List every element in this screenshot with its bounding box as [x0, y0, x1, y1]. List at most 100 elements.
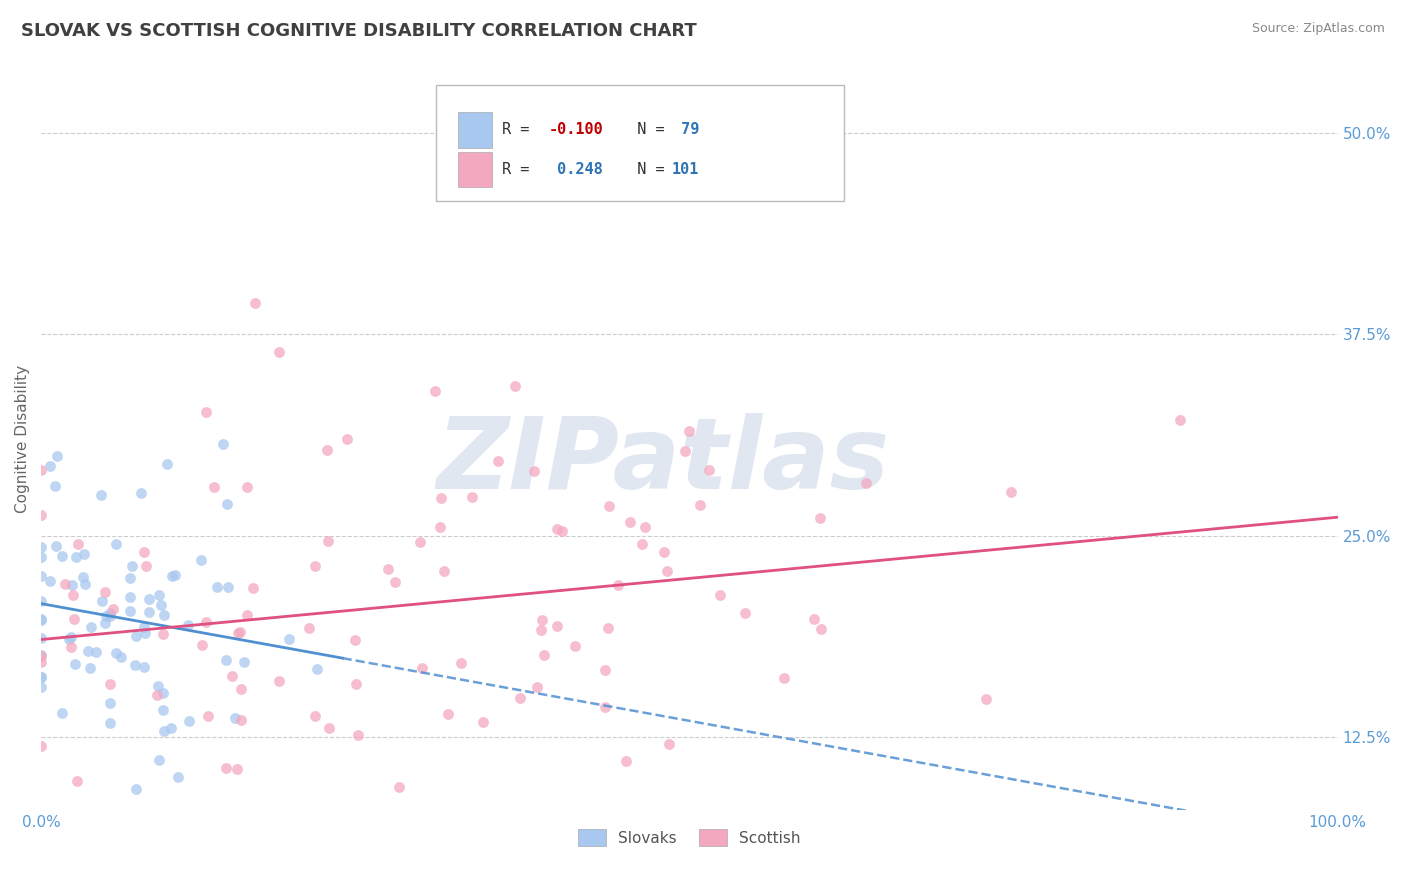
Point — [30, 612, 52, 626]
Point — [551, 524, 574, 538]
Point — [709, 588, 731, 602]
Text: -0.100: -0.100 — [548, 122, 603, 137]
Point — [808, 510, 831, 524]
Point — [598, 500, 620, 514]
Point — [30, 670, 52, 684]
Point — [30, 631, 52, 645]
Point — [152, 703, 174, 717]
Point — [226, 762, 249, 776]
Point — [30, 655, 52, 669]
Point — [176, 617, 198, 632]
Point — [138, 605, 160, 619]
Point — [120, 591, 142, 605]
Point — [215, 761, 238, 775]
Point — [596, 621, 619, 635]
Point — [657, 564, 679, 578]
Point — [231, 682, 253, 697]
Point — [60, 630, 83, 644]
Point — [533, 648, 555, 662]
Point — [166, 770, 188, 784]
Point — [855, 475, 877, 490]
Text: 79: 79 — [672, 122, 699, 137]
Point — [148, 588, 170, 602]
Point — [377, 562, 399, 576]
Point — [30, 540, 52, 554]
Point — [62, 588, 84, 602]
Text: 101: 101 — [672, 162, 699, 177]
Point — [267, 674, 290, 689]
Point — [564, 639, 586, 653]
Point — [217, 497, 239, 511]
Point — [30, 680, 52, 694]
Point — [429, 520, 451, 534]
Point — [486, 454, 509, 468]
Point — [98, 609, 121, 624]
Point — [202, 480, 225, 494]
Point — [160, 722, 183, 736]
Point — [232, 655, 254, 669]
Point — [165, 568, 187, 582]
Point — [546, 522, 568, 536]
Point — [148, 679, 170, 693]
Point — [152, 686, 174, 700]
Point — [516, 822, 538, 836]
Text: N =: N = — [619, 162, 673, 177]
Point — [149, 599, 172, 613]
Point — [231, 713, 253, 727]
Point — [39, 458, 62, 473]
Point — [614, 754, 637, 768]
Point — [30, 463, 52, 477]
Point — [30, 649, 52, 664]
Point — [134, 660, 156, 674]
Point — [436, 706, 458, 721]
Point — [207, 580, 229, 594]
Point — [346, 728, 368, 742]
Point — [236, 608, 259, 623]
Point — [30, 594, 52, 608]
Point — [229, 625, 252, 640]
Point — [734, 606, 756, 620]
Point — [221, 669, 243, 683]
Point — [59, 640, 82, 654]
Point — [51, 549, 73, 564]
Point — [523, 464, 546, 478]
Point — [318, 721, 340, 735]
Point — [105, 537, 128, 551]
Point — [30, 648, 52, 662]
Point — [235, 480, 257, 494]
Point — [129, 486, 152, 500]
Text: R =: R = — [502, 162, 538, 177]
Point — [243, 296, 266, 310]
Point — [66, 773, 89, 788]
Point — [461, 490, 484, 504]
Point — [79, 661, 101, 675]
Point — [305, 662, 328, 676]
Point — [531, 613, 554, 627]
Point — [228, 625, 250, 640]
Point — [773, 671, 796, 685]
Point — [224, 711, 246, 725]
Point — [197, 709, 219, 723]
Point — [91, 594, 114, 608]
Point — [125, 782, 148, 797]
Y-axis label: Cognitive Disability: Cognitive Disability — [15, 365, 30, 513]
Point — [98, 676, 121, 690]
Point — [259, 841, 281, 855]
Point — [619, 515, 641, 529]
Point — [30, 670, 52, 684]
Point — [72, 570, 94, 584]
Point — [90, 488, 112, 502]
Point — [1000, 485, 1022, 500]
Point — [30, 508, 52, 523]
Point — [138, 592, 160, 607]
Point — [195, 404, 218, 418]
Point — [134, 625, 156, 640]
Point — [30, 739, 52, 753]
Text: N =: N = — [619, 122, 673, 137]
Point — [45, 539, 67, 553]
Point — [297, 621, 319, 635]
Point — [80, 620, 103, 634]
Point — [526, 681, 548, 695]
Text: ZIPatlas: ZIPatlas — [437, 413, 890, 510]
Point — [634, 520, 657, 534]
